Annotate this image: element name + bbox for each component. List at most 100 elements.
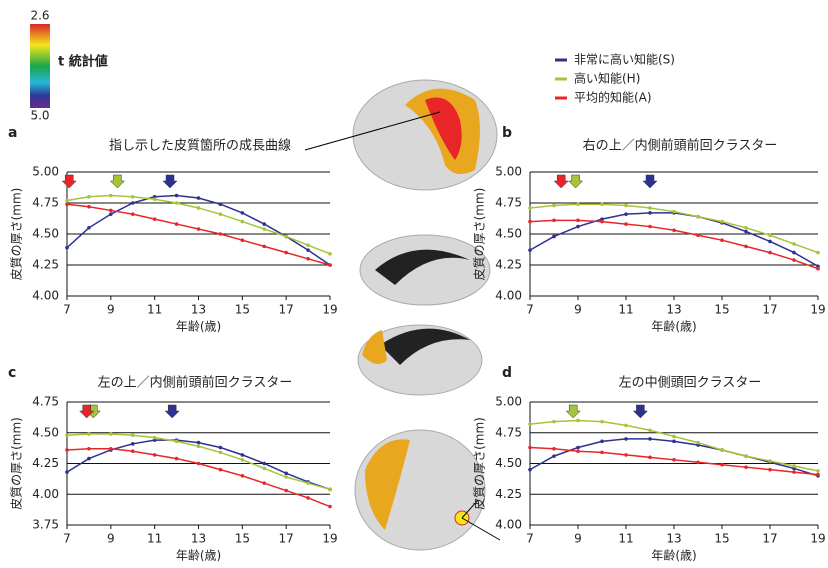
- data-point: [624, 203, 628, 208]
- data-point: [196, 444, 201, 449]
- data-point: [720, 448, 724, 452]
- panel-label: b: [502, 125, 512, 141]
- brain-images: [304, 79, 501, 551]
- data-point: [576, 224, 580, 229]
- y-axis-label: 皮質の厚さ(mm): [9, 188, 24, 281]
- data-point: [552, 234, 556, 239]
- data-point: [87, 226, 91, 230]
- data-point: [624, 222, 628, 226]
- data-point: [576, 418, 580, 423]
- x-tick-label: 15: [714, 532, 729, 546]
- y-tick-label: 4.50: [495, 227, 522, 241]
- data-point: [240, 453, 245, 457]
- data-point: [672, 439, 676, 444]
- data-point: [696, 214, 700, 219]
- data-point: [109, 212, 113, 216]
- data-point: [600, 202, 604, 207]
- panel-label: d: [502, 365, 512, 381]
- data-point: [816, 264, 820, 269]
- data-point: [816, 472, 820, 477]
- data-point: [240, 458, 245, 462]
- x-tick-label: 17: [279, 303, 294, 317]
- data-point: [792, 242, 796, 246]
- data-point: [87, 456, 91, 461]
- data-point: [130, 201, 135, 205]
- data-point: [152, 453, 157, 457]
- x-tick-label: 7: [63, 303, 71, 317]
- data-point: [65, 470, 69, 474]
- y-tick-label: 4.50: [32, 425, 59, 439]
- y-tick-label: 4.75: [495, 196, 522, 210]
- data-point: [528, 248, 532, 252]
- x-tick-label: 17: [762, 532, 777, 546]
- x-tick-label: 19: [810, 532, 825, 546]
- data-point: [648, 211, 652, 215]
- data-point: [528, 219, 532, 224]
- data-point: [240, 211, 245, 215]
- data-point: [262, 227, 267, 231]
- y-tick-label: 5.00: [32, 165, 59, 179]
- data-point: [720, 238, 724, 242]
- data-point: [768, 459, 772, 463]
- data-point: [552, 218, 556, 223]
- data-point: [218, 467, 223, 472]
- x-tick-label: 9: [107, 532, 115, 546]
- data-point: [284, 234, 288, 239]
- colorbar-tick-label: 5.0: [30, 109, 49, 123]
- panel-label: a: [8, 125, 17, 141]
- x-tick-label: 11: [618, 303, 633, 317]
- data-point: [744, 465, 748, 469]
- data-point: [552, 203, 556, 208]
- data-point: [240, 238, 245, 242]
- data-point: [284, 488, 288, 493]
- series-line: [529, 219, 819, 270]
- x-tick-label: 19: [322, 532, 337, 546]
- data-point: [218, 202, 223, 207]
- data-point: [152, 195, 157, 199]
- data-point: [528, 445, 532, 450]
- colorbar-tick-label: 2.6: [30, 9, 49, 23]
- data-point: [196, 196, 201, 200]
- y-tick-label: 4.75: [32, 395, 59, 409]
- data-point: [262, 222, 267, 226]
- data-point: [262, 481, 267, 485]
- x-axis-label: 年齢(歳): [176, 319, 221, 334]
- x-tick-label: 13: [666, 303, 681, 317]
- data-point: [648, 428, 652, 433]
- data-point: [816, 469, 820, 473]
- data-point: [600, 419, 604, 424]
- data-point: [816, 266, 820, 271]
- peak-arrow: [632, 404, 649, 419]
- data-point: [768, 233, 772, 238]
- data-point: [648, 224, 652, 229]
- data-point: [262, 466, 267, 471]
- data-point: [600, 450, 604, 455]
- x-tick-label: 15: [714, 303, 729, 317]
- x-tick-label: 9: [574, 303, 582, 317]
- x-tick-label: 15: [235, 303, 250, 317]
- y-tick-label: 4.00: [495, 289, 522, 303]
- data-point: [284, 250, 288, 255]
- y-tick-label: 4.75: [495, 425, 522, 439]
- data-point: [792, 464, 796, 468]
- x-tick-label: 17: [279, 532, 294, 546]
- legend-label: 平均的知能(A): [574, 90, 652, 105]
- data-point: [218, 232, 223, 236]
- x-tick-label: 19: [322, 303, 337, 317]
- data-point: [174, 456, 179, 461]
- y-tick-label: 5.00: [495, 165, 522, 179]
- data-point: [600, 219, 604, 224]
- data-point: [576, 202, 580, 207]
- data-point: [672, 228, 676, 233]
- data-point: [196, 206, 201, 210]
- data-point: [306, 248, 310, 252]
- x-tick-label: 7: [63, 532, 71, 546]
- data-point: [792, 250, 796, 255]
- panel-label: c: [8, 365, 16, 381]
- peak-arrow: [565, 404, 581, 419]
- data-point: [624, 423, 628, 428]
- peak-arrow: [162, 174, 178, 189]
- data-point: [109, 208, 113, 213]
- data-point: [174, 193, 179, 198]
